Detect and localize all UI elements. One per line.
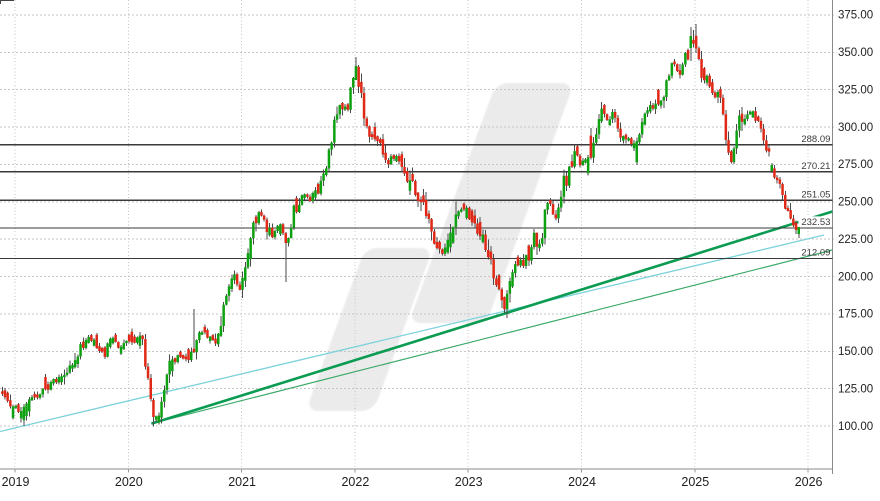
svg-text:100.00: 100.00: [838, 421, 873, 433]
svg-text:200.00: 200.00: [838, 271, 873, 283]
svg-text:2024: 2024: [568, 475, 596, 489]
svg-text:2023: 2023: [455, 475, 483, 489]
svg-text:2026: 2026: [795, 475, 823, 489]
svg-text:375.00: 375.00: [838, 10, 873, 22]
svg-text:250.00: 250.00: [838, 197, 873, 209]
svg-text:2022: 2022: [341, 475, 369, 489]
svg-text:325.00: 325.00: [838, 84, 873, 96]
svg-text:225.00: 225.00: [838, 234, 873, 246]
svg-text:275.00: 275.00: [838, 159, 873, 171]
svg-text:175.00: 175.00: [838, 309, 873, 321]
svg-text:270.21: 270.21: [801, 161, 830, 172]
svg-text:2019: 2019: [2, 475, 30, 489]
svg-text:232.53: 232.53: [801, 217, 830, 228]
svg-text:288.09: 288.09: [801, 134, 830, 145]
svg-text:2025: 2025: [681, 475, 709, 489]
svg-text:2021: 2021: [228, 475, 256, 489]
svg-text:125.00: 125.00: [838, 383, 873, 395]
svg-text:350.00: 350.00: [838, 47, 873, 59]
svg-text:212.09: 212.09: [801, 248, 830, 259]
svg-text:150.00: 150.00: [838, 346, 873, 358]
svg-text:300.00: 300.00: [838, 122, 873, 134]
svg-text:251.05: 251.05: [801, 189, 830, 200]
svg-text:2020: 2020: [115, 475, 143, 489]
